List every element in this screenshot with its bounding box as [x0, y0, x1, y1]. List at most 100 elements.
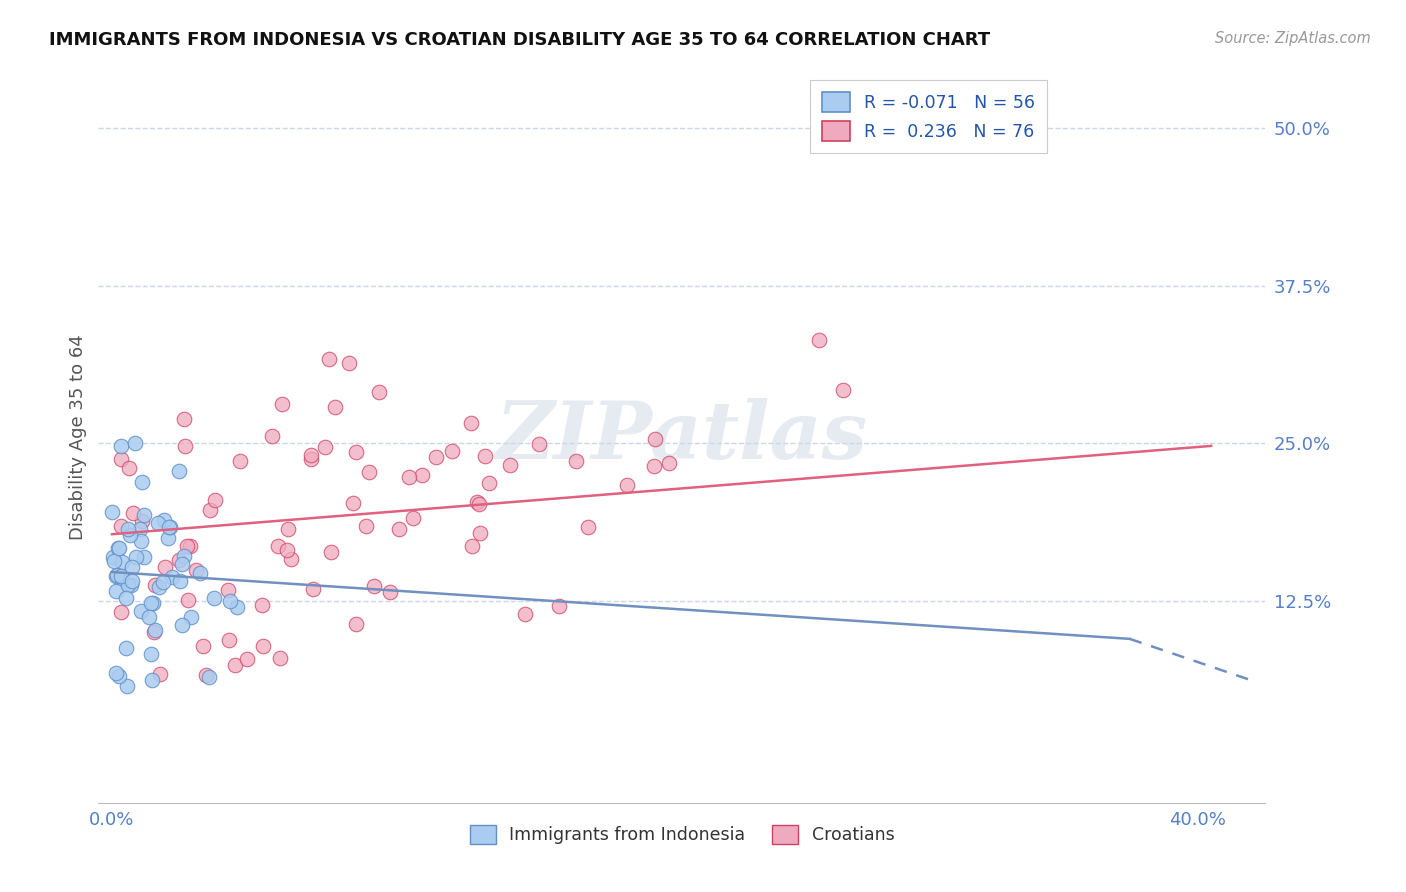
Point	[186, 563, 208, 577]
Point	[142, 596, 165, 610]
Point	[388, 522, 411, 536]
Point	[807, 334, 830, 348]
Point	[474, 449, 496, 463]
Point	[121, 574, 143, 588]
Point	[342, 495, 364, 509]
Point	[143, 623, 166, 637]
Point	[107, 541, 129, 555]
Point	[104, 584, 127, 599]
Point	[344, 445, 367, 459]
Point	[160, 570, 183, 584]
Point	[103, 554, 125, 568]
Point	[565, 453, 588, 467]
Point	[170, 557, 193, 571]
Point	[269, 651, 291, 665]
Point	[252, 598, 274, 612]
Point	[115, 679, 138, 693]
Point	[357, 465, 380, 479]
Point	[299, 448, 322, 462]
Point	[299, 451, 322, 466]
Point	[101, 549, 124, 564]
Point	[108, 669, 131, 683]
Point	[470, 525, 492, 540]
Text: Source: ZipAtlas.com: Source: ZipAtlas.com	[1215, 31, 1371, 46]
Point	[276, 543, 298, 558]
Point	[225, 599, 247, 614]
Point	[236, 651, 259, 665]
Point	[159, 520, 181, 534]
Point	[499, 458, 522, 472]
Point	[180, 610, 202, 624]
Point	[198, 503, 221, 517]
Point	[115, 591, 138, 606]
Point	[224, 657, 246, 672]
Point	[177, 593, 200, 607]
Point	[153, 513, 176, 527]
Point	[262, 429, 284, 443]
Point	[118, 528, 141, 542]
Point	[398, 469, 420, 483]
Point	[218, 632, 240, 647]
Point	[194, 668, 217, 682]
Point	[142, 624, 165, 639]
Point	[218, 594, 240, 608]
Point	[173, 412, 195, 426]
Point	[643, 458, 665, 473]
Point	[271, 397, 294, 411]
Point	[314, 440, 336, 454]
Point	[831, 383, 853, 397]
Point	[425, 450, 447, 465]
Point	[302, 582, 325, 597]
Point	[157, 531, 180, 545]
Point	[515, 607, 537, 621]
Point	[202, 591, 225, 605]
Legend: Immigrants from Indonesia, Croatians: Immigrants from Indonesia, Croatians	[461, 816, 903, 853]
Point	[108, 571, 131, 585]
Point	[104, 666, 127, 681]
Point	[318, 351, 340, 366]
Point	[110, 605, 132, 619]
Y-axis label: Disability Age 35 to 64: Disability Age 35 to 64	[69, 334, 87, 540]
Point	[138, 609, 160, 624]
Point	[616, 478, 638, 492]
Text: ZIPatlas: ZIPatlas	[496, 399, 868, 475]
Point	[129, 604, 152, 618]
Point	[110, 451, 132, 466]
Point	[129, 522, 152, 536]
Point	[644, 432, 666, 446]
Point	[121, 560, 143, 574]
Point	[110, 519, 132, 533]
Text: IMMIGRANTS FROM INDONESIA VS CROATIAN DISABILITY AGE 35 TO 64 CORRELATION CHART: IMMIGRANTS FROM INDONESIA VS CROATIAN DI…	[49, 31, 990, 49]
Point	[101, 505, 124, 519]
Point	[115, 641, 138, 656]
Point	[354, 518, 377, 533]
Point	[217, 582, 239, 597]
Point	[658, 456, 681, 470]
Point	[118, 461, 141, 475]
Point	[527, 436, 550, 450]
Point	[576, 520, 599, 534]
Point	[139, 596, 162, 610]
Point	[321, 545, 343, 559]
Point	[131, 514, 153, 528]
Point	[141, 673, 163, 688]
Point	[117, 578, 139, 592]
Point	[111, 555, 134, 569]
Point	[266, 539, 288, 553]
Point	[110, 569, 132, 583]
Point	[104, 568, 127, 582]
Point	[173, 439, 195, 453]
Point	[465, 495, 488, 509]
Point	[105, 568, 128, 582]
Point	[188, 566, 211, 580]
Point	[363, 579, 385, 593]
Point	[148, 580, 170, 594]
Point	[367, 384, 389, 399]
Point	[191, 640, 214, 654]
Point	[252, 639, 274, 653]
Point	[169, 574, 191, 588]
Point	[149, 667, 172, 681]
Point	[323, 401, 346, 415]
Point	[167, 464, 190, 478]
Point	[152, 574, 174, 589]
